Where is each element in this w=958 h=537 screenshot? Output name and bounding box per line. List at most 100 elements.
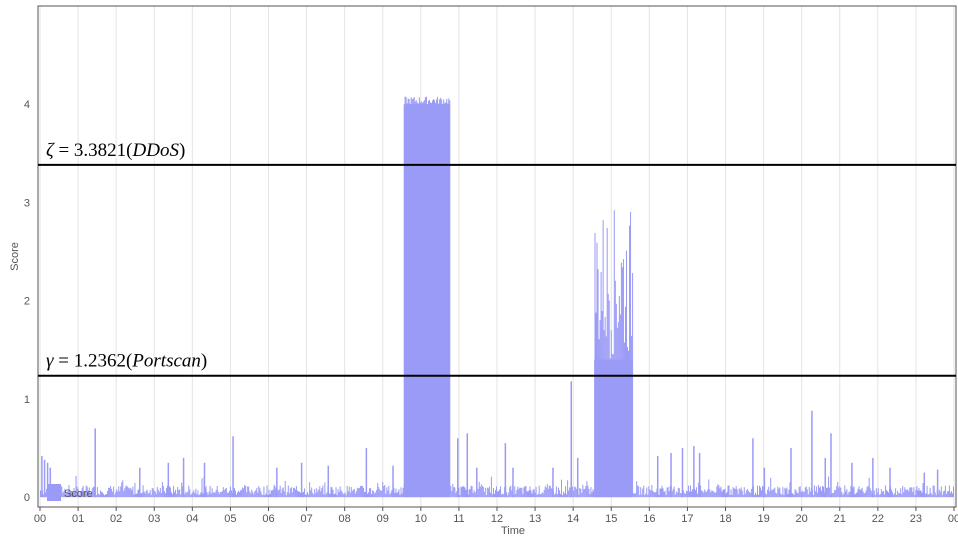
score-bar [84, 490, 86, 498]
score-spike [43, 459, 46, 498]
score-bar [460, 486, 462, 498]
score-bar [314, 488, 316, 498]
score-bar [662, 488, 664, 498]
score-bar [493, 493, 495, 498]
score-bar [449, 100, 451, 498]
score-bar [575, 487, 577, 498]
score-bar [332, 489, 334, 498]
score-bar [835, 489, 837, 498]
score-bar [104, 494, 107, 498]
score-bar [350, 487, 352, 498]
score-bar [584, 488, 586, 498]
score-bar [861, 487, 863, 498]
score-bar [339, 486, 341, 498]
score-bar [454, 487, 456, 498]
score-bar [145, 491, 147, 498]
y-tick-label: 2 [24, 296, 30, 308]
score-bar [468, 489, 470, 498]
score-bar [291, 492, 293, 498]
score-bar [745, 490, 747, 498]
score-bar [220, 491, 222, 498]
score-bar [123, 491, 125, 498]
score-bar [81, 487, 83, 498]
score-bar [142, 485, 144, 498]
score-bar [769, 491, 771, 498]
score-bar [726, 491, 728, 498]
score-bar [642, 488, 644, 498]
score-block [403, 104, 450, 498]
score-bar [303, 491, 305, 498]
score-bar [858, 486, 860, 498]
score-bar [532, 489, 534, 498]
score-bar [920, 490, 922, 498]
score-bar [812, 495, 814, 498]
score-bar [311, 487, 313, 498]
score-bar [576, 488, 578, 498]
score-bar [914, 494, 916, 498]
score-bar [132, 486, 134, 498]
score-bar [951, 493, 953, 498]
score-bar [90, 493, 92, 498]
score-bar [321, 488, 323, 498]
score-bar [265, 493, 267, 498]
score-bar [665, 494, 667, 498]
score-bar [753, 494, 755, 498]
score-bar [293, 487, 295, 498]
score-bar [280, 492, 282, 498]
score-spike [512, 467, 514, 498]
score-bar [201, 478, 203, 498]
score-bar [561, 495, 564, 498]
score-bar [99, 490, 101, 498]
score-bar [867, 485, 869, 498]
score-bar [251, 489, 253, 498]
score-bar [464, 487, 466, 498]
score-bar [891, 489, 893, 498]
score-bar [944, 485, 946, 498]
score-bar [348, 486, 350, 498]
score-bar [567, 480, 569, 498]
score-bar [913, 487, 915, 498]
score-bar [309, 482, 311, 498]
score-bar [122, 480, 124, 498]
score-bar [329, 493, 331, 498]
score-bar [714, 492, 716, 498]
score-bar [74, 492, 76, 498]
score-bar [277, 490, 279, 498]
score-bar [915, 489, 917, 498]
score-bar [187, 491, 189, 498]
score-bar [270, 490, 272, 498]
score-bar [390, 492, 392, 498]
score-bar [114, 494, 116, 498]
score-bar [288, 493, 290, 498]
score-bar [807, 494, 809, 498]
score-bar [107, 491, 109, 498]
score-bar [535, 486, 537, 498]
score-bar [929, 487, 931, 498]
score-bar [735, 486, 737, 498]
score-bar [667, 487, 669, 498]
x-tick-label: 09 [377, 513, 389, 525]
score-bar [384, 484, 386, 498]
score-bar [72, 492, 74, 498]
score-bar [473, 490, 475, 498]
score-bar [400, 487, 402, 498]
score-bar [837, 481, 839, 498]
score-bar [214, 492, 216, 498]
score-bar [121, 482, 123, 498]
score-bar [388, 485, 390, 498]
threshold-label: ζ = 3.3821(DDoS) [46, 140, 185, 161]
score-bar [716, 486, 718, 498]
score-bar [292, 487, 294, 498]
score-bar [525, 486, 527, 498]
score-bar [767, 489, 769, 498]
score-bar [857, 489, 859, 498]
score-spike [923, 472, 926, 498]
score-bar [704, 489, 706, 498]
score-bar [578, 495, 580, 498]
x-tick-label: 07 [300, 513, 312, 525]
score-bar [862, 491, 864, 498]
x-tick-label: 00 [948, 513, 958, 525]
score-bar [843, 493, 845, 498]
score-bar [256, 487, 258, 498]
score-bar [312, 492, 314, 498]
